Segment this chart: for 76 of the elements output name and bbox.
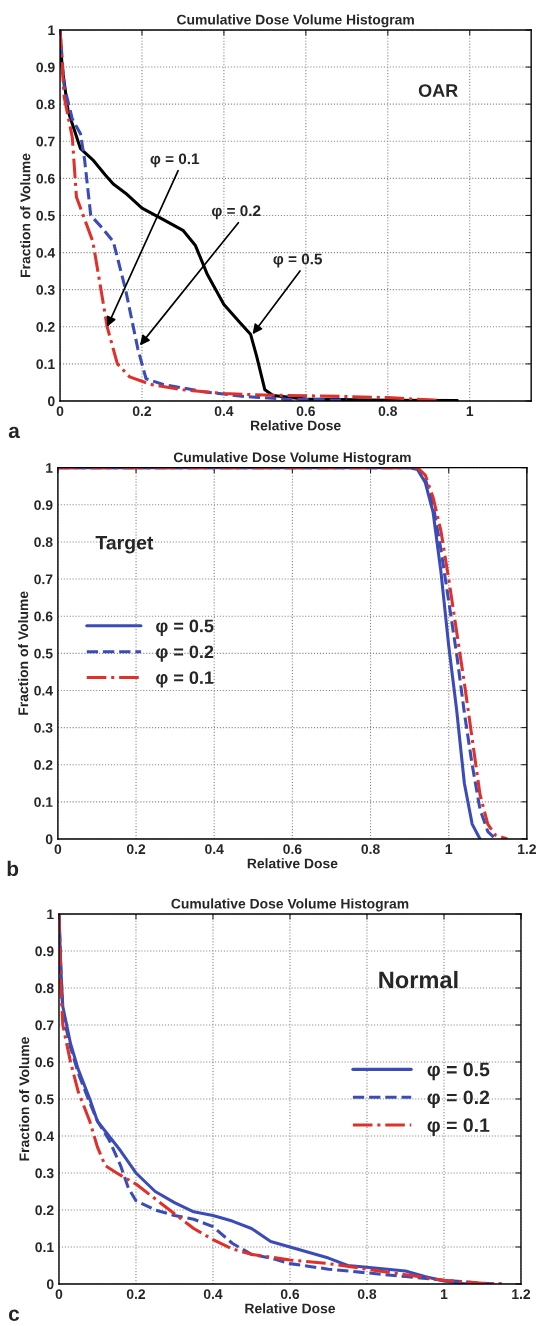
y-tick-label: 0.5	[34, 648, 53, 659]
y-tick-label: 0.1	[35, 1242, 54, 1253]
x-tick-label: 0.6	[283, 844, 302, 855]
x-tick-label: 0.2	[126, 844, 146, 855]
y-tick-label: 0	[45, 834, 53, 845]
y-tick-label: 0.3	[36, 285, 55, 295]
legend-label: φ = 0.1	[156, 671, 214, 688]
y-tick-label: 0	[48, 396, 55, 407]
x-tick-label: 0.2	[132, 406, 152, 417]
legend-label: φ = 0.2	[427, 1090, 490, 1109]
y-axis-title: Fraction of Volume	[19, 1037, 30, 1161]
x-tick-label: 0.6	[280, 1289, 300, 1300]
x-tick-label: 0.4	[214, 406, 234, 417]
y-tick-label: 1	[48, 25, 55, 35]
text: b	[7, 860, 19, 877]
y-tick-label: 0.8	[36, 99, 55, 110]
y-tick-label: 0.2	[34, 760, 53, 770]
legend-label: φ = 0.5	[427, 1062, 490, 1081]
x-tick-label: 0.4	[205, 844, 224, 855]
text: c	[8, 1309, 20, 1321]
y-tick-label: 0.6	[35, 1057, 54, 1068]
y-tick-label: 1	[46, 463, 53, 473]
annotation: φ = 0.1	[150, 153, 200, 168]
x-axis-title: Relative Dose	[245, 1303, 336, 1314]
chart-title: Cumulative Dose Volume Histogram	[177, 14, 414, 28]
y-tick-label: 0.4	[35, 1131, 55, 1142]
text: a	[8, 426, 20, 439]
legend-label: φ = 0.2	[156, 645, 214, 662]
y-tick-label: 0.5	[35, 1094, 54, 1105]
y-tick-label: 0.7	[35, 1020, 54, 1031]
y-tick-label: 0.9	[36, 62, 55, 73]
legend-label: φ = 0.5	[156, 619, 214, 636]
x-tick-label: 0.4	[203, 1289, 223, 1300]
y-tick-label: 0.7	[34, 574, 53, 585]
y-tick-label: 0	[46, 1279, 54, 1290]
chart-title: Cumulative Dose Volume Histogram	[173, 452, 411, 466]
x-tick-label: 0.6	[296, 406, 315, 417]
annotation: OAR	[418, 84, 458, 97]
legend-label: φ = 0.1	[427, 1118, 490, 1136]
y-tick-label: 0.8	[34, 537, 53, 548]
y-tick-label: 0.9	[34, 500, 53, 510]
y-tick-label: 0.4	[34, 685, 53, 696]
x-tick-label: 0.8	[361, 844, 380, 855]
y-tick-label: 1	[47, 909, 54, 920]
x-tick-label: 0.8	[378, 406, 398, 417]
x-tick-label: 1	[445, 844, 453, 854]
annotation: φ = 0.5	[273, 253, 323, 268]
x-tick-label: 1.2	[512, 1289, 531, 1299]
y-tick-label: 0.7	[36, 136, 55, 147]
annotation: φ = 0.2	[212, 205, 261, 220]
y-tick-label: 0.2	[36, 322, 55, 332]
chart-title: Cumulative Dose Volume Histogram	[171, 898, 409, 912]
y-tick-label: 0.6	[34, 611, 53, 622]
x-tick-label: 0	[56, 406, 64, 417]
y-tick-label: 0.1	[34, 797, 53, 807]
x-axis-title: Relative Dose	[247, 858, 338, 869]
annotation: Target	[95, 535, 154, 554]
y-tick-label: 0.2	[35, 1205, 54, 1216]
y-tick-label: 0.1	[36, 359, 55, 370]
y-tick-label: 0.5	[36, 210, 55, 221]
x-tick-label: 1.2	[518, 844, 536, 854]
y-tick-label: 0.6	[36, 173, 55, 184]
y-tick-label: 0.9	[35, 946, 54, 957]
x-tick-label: 0.8	[357, 1289, 377, 1300]
x-tick-label: 1	[441, 1289, 448, 1299]
annotation: Normal	[379, 970, 458, 989]
y-tick-label: 0.3	[35, 1168, 54, 1179]
y-tick-label: 0.8	[35, 983, 54, 994]
x-tick-label: 1	[466, 406, 474, 416]
y-tick-label: 0.4	[36, 247, 56, 258]
x-tick-label: 0.2	[126, 1289, 146, 1300]
y-tick-label: 0.3	[34, 722, 53, 733]
y-axis-title: Fraction of Volume	[18, 591, 29, 715]
x-axis-title: Relative Dose	[250, 420, 341, 431]
x-tick-label: 0	[55, 1289, 63, 1300]
y-axis-title: Fraction of Volume	[20, 153, 31, 277]
